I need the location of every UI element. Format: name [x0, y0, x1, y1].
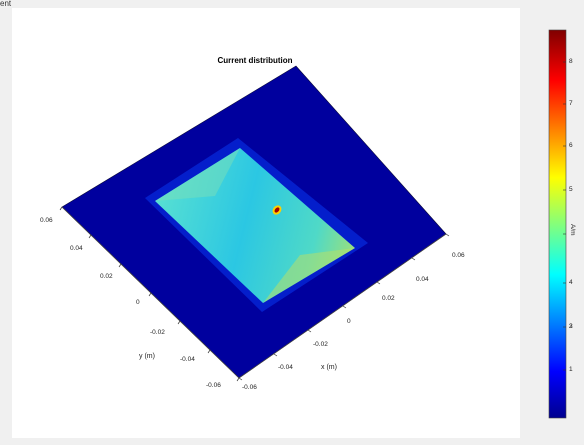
colorbar-label: A/m: [569, 224, 576, 236]
y-tick-label: 0: [136, 299, 140, 306]
y-tick-label: -0.02: [150, 329, 165, 336]
patch-edge-highlight-right: [263, 248, 355, 303]
x-tick-label: 0.02: [382, 295, 395, 302]
y-tick-label: -0.04: [180, 356, 195, 363]
colorbar-tick-label: 7: [569, 100, 573, 107]
y-tick-label: 0.06: [40, 217, 53, 224]
colorbar-tick-label: 8: [569, 58, 573, 65]
x-tick-label: 0.06: [452, 252, 465, 259]
y-tick-label: -0.06: [206, 382, 221, 389]
x-axis-label: x (m): [321, 364, 337, 371]
y-tick-label: 0.04: [70, 245, 83, 252]
cropped-text-fragment: ent: [0, 0, 12, 7]
colorbar-tick-label: 2: [569, 323, 573, 330]
x-tick-label: 0.04: [416, 276, 429, 283]
colorbar-tick-label: 4: [569, 279, 573, 286]
chart-title: Current distribution: [217, 56, 293, 65]
colorbar-tick-label: 3: [569, 323, 573, 330]
x-tick-label: 0: [347, 318, 351, 325]
y-tick-label: 0.02: [100, 273, 113, 280]
feed-point-core: [274, 207, 280, 213]
x-tick-label: -0.02: [313, 341, 328, 348]
colorbar-tick-label: 6: [569, 142, 573, 149]
x-tick-label: -0.04: [278, 364, 293, 371]
colorbar-ticks: [563, 61, 566, 371]
axis-ticks: [59, 206, 450, 382]
patch-edge-highlight-left: [155, 148, 240, 201]
colorbar: [548, 29, 567, 419]
colorbar-tick-label: 1: [569, 366, 573, 373]
colorbar-tick-label: 5: [569, 186, 573, 193]
x-tick-label: -0.06: [242, 384, 257, 391]
y-axis-label: y (m): [139, 353, 155, 360]
